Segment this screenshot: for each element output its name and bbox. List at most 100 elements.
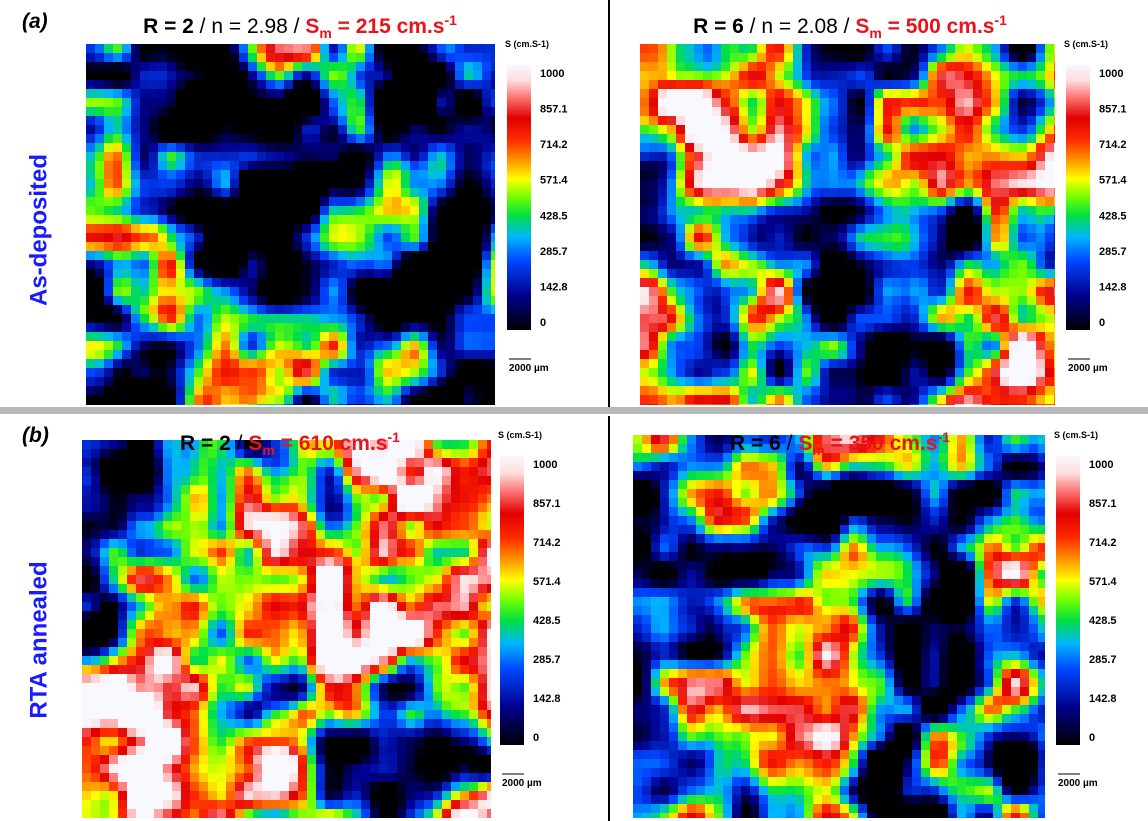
heatmap-cell (937, 377, 946, 386)
heatmap-cell (289, 629, 298, 638)
heatmap-cell (829, 233, 838, 242)
heatmap-cell (1045, 197, 1054, 206)
heatmap-cell (910, 98, 919, 107)
heatmap-cell (428, 287, 437, 296)
heatmap-cell (991, 368, 1000, 377)
heatmap-cell (437, 71, 446, 80)
heatmap-cell (685, 170, 694, 179)
heatmap-cell (311, 350, 320, 359)
heatmap-cell (784, 233, 793, 242)
heatmap-cell (203, 278, 212, 287)
heatmap-cell (433, 458, 442, 467)
heatmap-cell (469, 494, 478, 503)
heatmap-cell (257, 260, 266, 269)
heatmap-cell (847, 62, 856, 71)
heatmap-cell (874, 98, 883, 107)
heatmap-cell (1018, 287, 1027, 296)
heatmap-cell (374, 377, 383, 386)
heatmap-cell (712, 215, 721, 224)
heatmap-cell (320, 314, 329, 323)
heatmap-cell (415, 575, 424, 584)
heatmap-cell (410, 251, 419, 260)
heatmap-cell (82, 458, 91, 467)
heatmap-cell (199, 548, 208, 557)
heatmap-cell (118, 611, 127, 620)
heatmap-cell (140, 98, 149, 107)
heatmap-cell (280, 557, 289, 566)
heatmap-cell (730, 44, 739, 53)
heatmap-cell (194, 404, 203, 405)
heatmap-cell (347, 287, 356, 296)
heatmap-cell (167, 377, 176, 386)
heatmap-cell (964, 332, 973, 341)
heatmap-cell (883, 206, 892, 215)
heatmap-cell (338, 170, 347, 179)
heatmap-cell (482, 368, 491, 377)
heatmap-cell (118, 467, 127, 476)
heatmap-cell (334, 557, 343, 566)
heatmap-cell (212, 116, 221, 125)
heatmap-cell (208, 521, 217, 530)
heatmap-cell (946, 152, 955, 161)
heatmap-cell (973, 53, 982, 62)
heatmap-cell (455, 314, 464, 323)
heatmap-cell (383, 359, 392, 368)
heatmap-cell (955, 260, 964, 269)
heatmap-cell (190, 584, 199, 593)
heatmap-cell (185, 359, 194, 368)
heatmap-cell (131, 44, 140, 53)
heatmap-cell (946, 170, 955, 179)
heatmap-cell (266, 296, 275, 305)
heatmap-cell (982, 197, 991, 206)
heatmap-cell (446, 269, 455, 278)
heatmap-cell (104, 62, 113, 71)
heatmap-cell (131, 359, 140, 368)
heatmap-cell (473, 206, 482, 215)
heatmap-cell (919, 332, 928, 341)
heatmap-cell (167, 287, 176, 296)
heatmap-cell (140, 287, 149, 296)
heatmap-cell (392, 224, 401, 233)
heatmap-cell (104, 170, 113, 179)
heatmap-cell (149, 350, 158, 359)
heatmap-cell (293, 368, 302, 377)
heatmap-cell (190, 638, 199, 647)
heatmap-cell (257, 305, 266, 314)
heatmap-cell (1054, 242, 1055, 251)
heatmap-cell (784, 341, 793, 350)
heatmap-cell (1009, 152, 1018, 161)
heatmap-cell (757, 287, 766, 296)
heatmap-cell (257, 269, 266, 278)
heatmap-cell (964, 116, 973, 125)
heatmap-cell (194, 44, 203, 53)
heatmap-cell (856, 278, 865, 287)
heatmap-cell (181, 647, 190, 656)
heatmap-cell (446, 278, 455, 287)
heatmap-cell (307, 557, 316, 566)
heatmap-cell (113, 143, 122, 152)
heatmap-cell (973, 233, 982, 242)
heatmap-cell (253, 494, 262, 503)
heatmap-cell (676, 125, 685, 134)
heatmap-cell (244, 620, 253, 629)
heatmap-cell (1036, 197, 1045, 206)
heatmap-cell (982, 242, 991, 251)
heatmap-cell (883, 116, 892, 125)
heatmap-cell (194, 305, 203, 314)
heatmap-cell (383, 215, 392, 224)
heatmap-cell (973, 404, 982, 405)
heatmap-cell (347, 350, 356, 359)
heatmap-cell (1000, 161, 1009, 170)
heatmap-cell (676, 134, 685, 143)
heatmap-cell (811, 215, 820, 224)
heatmap-cell (415, 512, 424, 521)
heatmap-cell (320, 215, 329, 224)
heatmap-cell (865, 260, 874, 269)
heatmap-cell (406, 557, 415, 566)
heatmap-cell (131, 395, 140, 404)
heatmap-cell (478, 611, 487, 620)
heatmap-cell (244, 449, 253, 458)
heatmap-cell (127, 602, 136, 611)
heatmap-cell (811, 71, 820, 80)
heatmap-cell (1045, 332, 1054, 341)
